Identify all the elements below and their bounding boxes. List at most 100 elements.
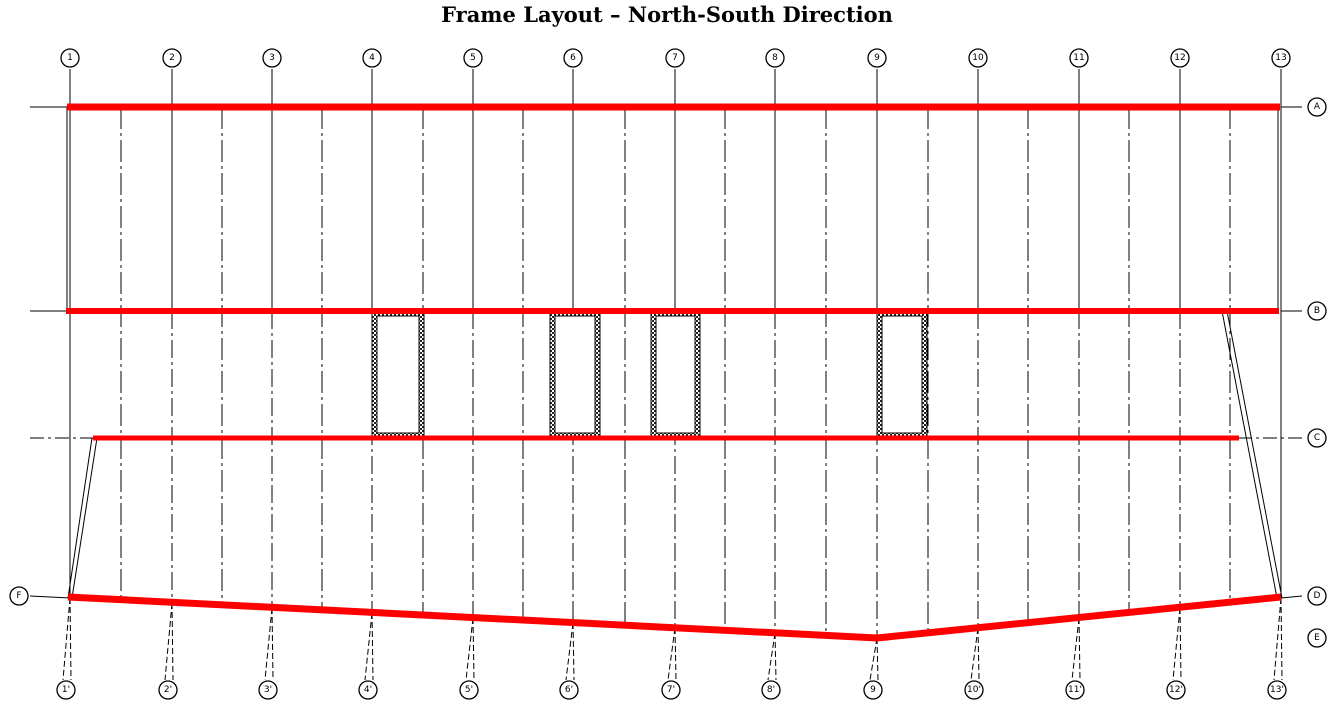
grid-bubble-top-2-circle <box>162 48 182 68</box>
grid-bubble-bottom-9-label: 9 <box>870 685 876 695</box>
grid-bubble-E-label: E <box>1314 633 1320 643</box>
grid-bubble-top-5-label: 5 <box>470 53 476 63</box>
grid-bubble-top-8: 8 <box>765 48 785 68</box>
leader-b-11 <box>1078 617 1081 681</box>
grid-bubble-C: C <box>1307 428 1327 448</box>
grid-bubble-bottom-6: 6' <box>559 680 579 700</box>
grid-bubble-bottom-13-circle <box>1267 680 1287 700</box>
leader-a-4 <box>364 612 373 681</box>
grid-bubble-top-12-circle <box>1170 48 1190 68</box>
leader-b-5 <box>472 617 475 681</box>
leader-b-8 <box>774 632 777 681</box>
grid-bubble-bottom-8-circle <box>761 680 781 700</box>
grid-bubble-top-13: 13 <box>1271 48 1291 68</box>
leader-a-3 <box>264 607 273 681</box>
grid-line-D <box>1280 595 1303 599</box>
leader-a-5 <box>465 617 474 681</box>
grid-bubble-top-5: 5 <box>463 48 483 68</box>
grid-bubble-top-11: 11 <box>1069 48 1089 68</box>
leader-a-12 <box>1172 607 1181 681</box>
wall-opening-2 <box>554 315 596 434</box>
grid-bubble-top-3: 3 <box>262 48 282 68</box>
leader-a-2 <box>164 603 173 681</box>
grid-bubble-top-9-label: 9 <box>874 53 880 63</box>
grid-bubble-bottom-10: 10' <box>964 680 984 700</box>
grid-bubble-top-1-circle <box>60 48 80 68</box>
leader-a-1 <box>62 597 71 681</box>
grid-bubble-bottom-6-label: 6' <box>565 685 573 695</box>
grid-bubble-bottom-1-circle <box>56 680 76 700</box>
grid-bubble-bottom-2-circle <box>158 680 178 700</box>
grid-bubble-top-2-label: 2 <box>169 53 175 63</box>
grid-bubble-top-7: 7 <box>665 48 685 68</box>
grid-bubble-bottom-9-circle <box>863 680 883 700</box>
grid-bubble-top-13-circle <box>1271 48 1291 68</box>
leader-a-13 <box>1273 597 1282 681</box>
leader-b-1 <box>69 597 72 681</box>
grid-bubble-top-10-label: 10 <box>972 53 984 63</box>
grid-bubble-bottom-12-circle <box>1166 680 1186 700</box>
grid-bubble-bottom-11-circle <box>1065 680 1085 700</box>
leader-b-7 <box>674 627 677 681</box>
grid-bubble-bottom-11: 11' <box>1065 680 1085 700</box>
grid-bubble-top-9-circle <box>867 48 887 68</box>
grid-bubble-top-3-circle <box>262 48 282 68</box>
grid-bubble-C-circle <box>1307 428 1327 448</box>
grid-bubble-D: D <box>1307 586 1327 606</box>
grid-bubble-top-6: 6 <box>563 48 583 68</box>
grid-bubble-B-circle <box>1307 301 1327 321</box>
grid-bubble-top-3-label: 3 <box>269 53 275 63</box>
grid-bubble-bottom-2: 2' <box>158 680 178 700</box>
grid-bubble-bottom-12-label: 12' <box>1169 685 1183 695</box>
grid-bubble-top-4-label: 4 <box>369 53 375 63</box>
grid-bubble-bottom-10-label: 10' <box>967 685 981 695</box>
wall-opening-4 <box>881 315 923 434</box>
grid-bubble-top-11-label: 11 <box>1073 53 1084 63</box>
grid-bubble-top-13-label: 13 <box>1275 53 1286 63</box>
grid-bubble-top-4: 4 <box>362 48 382 68</box>
leader-b-13 <box>1280 597 1283 681</box>
grid-bubble-top-1-label: 1 <box>67 53 73 63</box>
leader-b-6 <box>572 622 575 681</box>
slope-left-1 <box>67 437 93 599</box>
grid-bubble-top-6-circle <box>563 48 583 68</box>
leader-b-12 <box>1179 607 1182 681</box>
leader-a-11 <box>1071 617 1080 681</box>
grid-bubble-bottom-8: 8' <box>761 680 781 700</box>
grid-bubble-bottom-5-circle <box>459 680 479 700</box>
leader-b-3 <box>271 608 274 681</box>
grid-bubble-bottom-6-circle <box>559 680 579 700</box>
leader-b-10 <box>977 627 980 681</box>
grid-bubble-top-12-label: 12 <box>1174 53 1185 63</box>
leader-a-8 <box>767 632 776 681</box>
grid-bubble-B-label: B <box>1314 306 1320 316</box>
grid-bubble-F-circle <box>9 586 29 606</box>
grid-bubble-top-8-circle <box>765 48 785 68</box>
grid-line-F <box>29 595 71 599</box>
grid-bubble-A-label: A <box>1314 102 1321 112</box>
grid-bubble-bottom-10-circle <box>964 680 984 700</box>
grid-bubble-bottom-5-label: 5' <box>465 685 473 695</box>
leader-a-10 <box>970 627 979 681</box>
grid-bubble-bottom-4: 4' <box>358 680 378 700</box>
slope-right-2 <box>1226 310 1283 599</box>
grid-bubble-A: A <box>1307 97 1327 117</box>
grid-bubble-D-label: D <box>1314 591 1321 601</box>
leader-b-2 <box>171 603 174 681</box>
grid-bubble-top-7-circle <box>665 48 685 68</box>
grid-bubble-bottom-8-label: 8' <box>767 685 775 695</box>
grid-bubble-A-circle <box>1307 97 1327 117</box>
grid-bubble-top-2: 2 <box>162 48 182 68</box>
frame-line-bottom <box>67 593 1282 642</box>
grid-bubble-top-10: 10 <box>968 48 988 68</box>
grid-bubble-B: B <box>1307 301 1327 321</box>
grid-bubble-top-5-circle <box>463 48 483 68</box>
grid-bubble-bottom-5: 5' <box>459 680 479 700</box>
grid-bubble-bottom-7: 7' <box>661 680 681 700</box>
grid-bubble-bottom-13: 13' <box>1267 680 1287 700</box>
grid-bubble-top-7-label: 7 <box>672 53 678 63</box>
wall-opening-3 <box>655 315 696 434</box>
grid-bubble-bottom-3-label: 3' <box>264 685 272 695</box>
slope-left-2 <box>71 437 98 599</box>
